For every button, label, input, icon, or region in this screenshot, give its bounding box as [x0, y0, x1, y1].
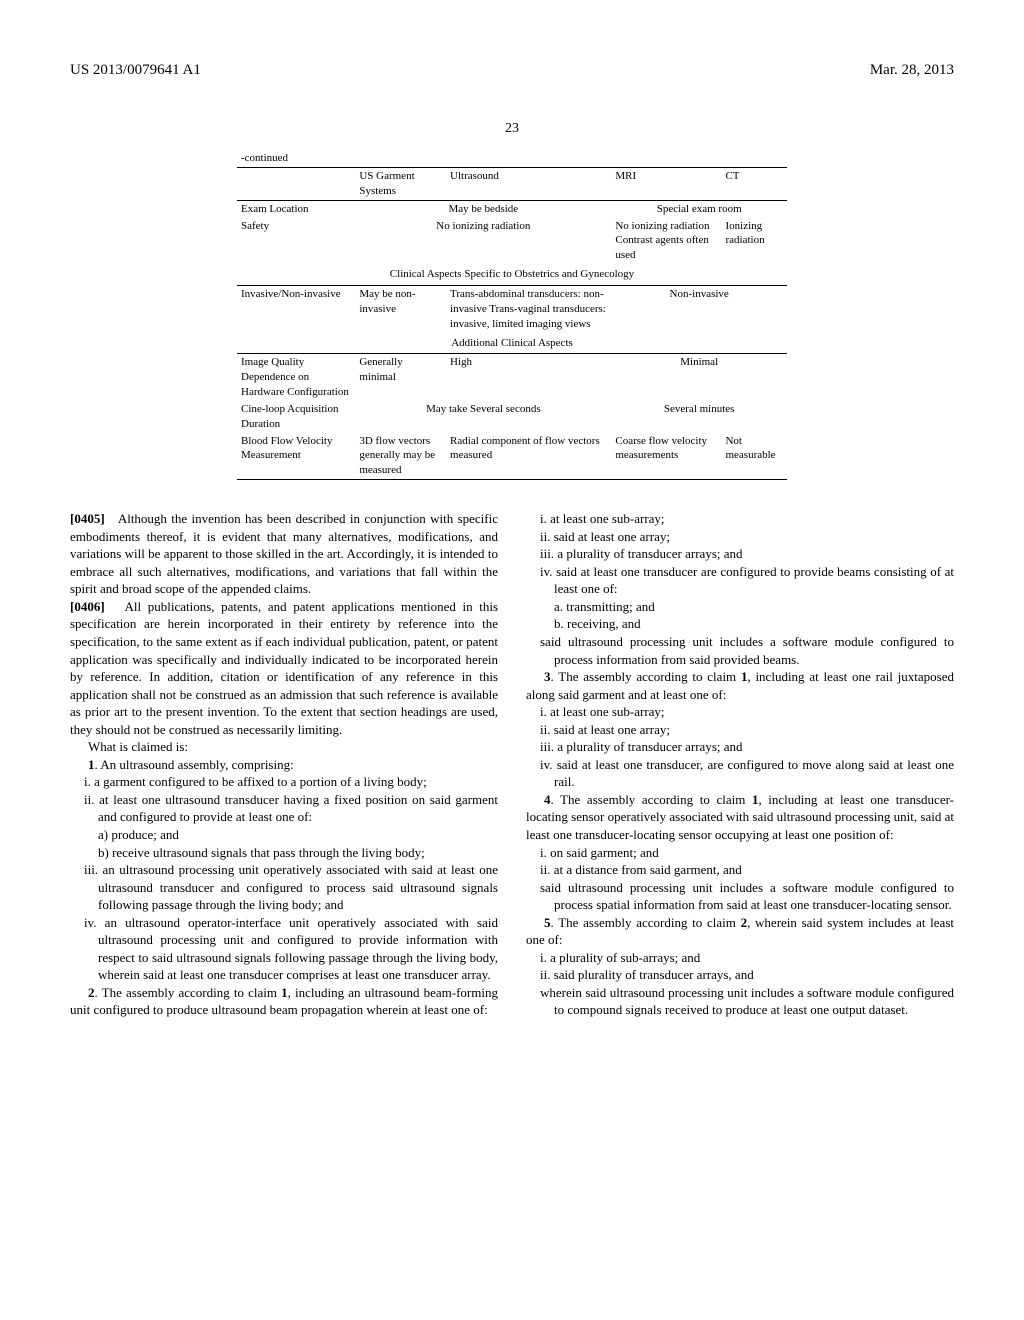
claim-tail: said ultrasound processing unit includes…: [526, 879, 954, 914]
claim-item: iv. said at least one transducer are con…: [526, 563, 954, 598]
claim-4: 4. The assembly according to claim 1, in…: [526, 791, 954, 844]
claim-item: ii. at a distance from said garment, and: [526, 861, 954, 879]
table-continued: -continued: [237, 150, 787, 167]
table-row: Cine-loop Acquisition Duration May take …: [237, 401, 787, 433]
table-row: Invasive/Non-invasive May be non-invasiv…: [237, 286, 787, 333]
col-h4: CT: [721, 168, 787, 200]
table-row: Image Quality Dependence on Hardware Con…: [237, 354, 787, 401]
para-text: All publications, patents, and patent ap…: [70, 599, 498, 737]
claim-item: i. at least one sub-array;: [526, 703, 954, 721]
col-h2: Ultrasound: [446, 168, 611, 200]
page-number: 23: [505, 120, 519, 139]
claim-sub: a) produce; and: [70, 826, 498, 844]
table-row: Exam Location May be bedside Special exa…: [237, 201, 787, 218]
col-h1: US Garment Systems: [355, 168, 446, 200]
claim-item: iii. a plurality of transducer arrays; a…: [526, 738, 954, 756]
claim-item: i. a plurality of sub-arrays; and: [526, 949, 954, 967]
claim-item: i. on said garment; and: [526, 844, 954, 862]
table-row: Safety No ionizing radiation No ionizing…: [237, 218, 787, 265]
para-num: [0405]: [70, 511, 105, 526]
claim-2: 2. The assembly according to claim 1, in…: [70, 984, 498, 1019]
claim-3: 3. The assembly according to claim 1, in…: [526, 668, 954, 703]
col-blank: [237, 168, 355, 200]
claim-item: iv. an ultrasound operator-interface uni…: [70, 914, 498, 984]
claim-item: i. a garment configured to be affixed to…: [70, 773, 498, 791]
claim-item: ii. said at least one array;: [526, 528, 954, 546]
body-columns: [0405] Although the invention has been d…: [70, 510, 954, 1019]
section-heading: Clinical Aspects Specific to Obstetrics …: [237, 264, 787, 285]
what-claimed: What is claimed is:: [70, 738, 498, 756]
claim-item: iv. said at least one transducer, are co…: [526, 756, 954, 791]
claim-item: iii. a plurality of transducer arrays; a…: [526, 545, 954, 563]
claim-item: ii. said plurality of transducer arrays,…: [526, 966, 954, 984]
publication-date: Mar. 28, 2013: [870, 60, 954, 80]
claim-tail: said ultrasound processing unit includes…: [526, 633, 954, 668]
claim-item: ii. said at least one array;: [526, 721, 954, 739]
table-row: Blood Flow Velocity Measurement 3D flow …: [237, 433, 787, 480]
claim-tail: wherein said ultrasound processing unit …: [526, 984, 954, 1019]
claim-item: ii. at least one ultrasound transducer h…: [70, 791, 498, 826]
para-text: Although the invention has been describe…: [70, 511, 498, 596]
claim-5: 5. The assembly according to claim 2, wh…: [526, 914, 954, 949]
claim-item: i. at least one sub-array;: [526, 510, 954, 528]
claim-sub: b) receive ultrasound signals that pass …: [70, 844, 498, 862]
claim-sub: a. transmitting; and: [526, 598, 954, 616]
publication-number: US 2013/0079641 A1: [70, 60, 201, 80]
section-heading: Additional Clinical Aspects: [237, 333, 787, 354]
para-num: [0406]: [70, 599, 105, 614]
claim-item: iii. an ultrasound processing unit opera…: [70, 861, 498, 914]
comparison-table: -continued US Garment Systems Ultrasound…: [237, 150, 787, 480]
claim-sub: b. receiving, and: [526, 615, 954, 633]
claim-1: 1. 1. An ultrasound assembly, comprising…: [70, 756, 498, 774]
col-h3: MRI: [611, 168, 721, 200]
